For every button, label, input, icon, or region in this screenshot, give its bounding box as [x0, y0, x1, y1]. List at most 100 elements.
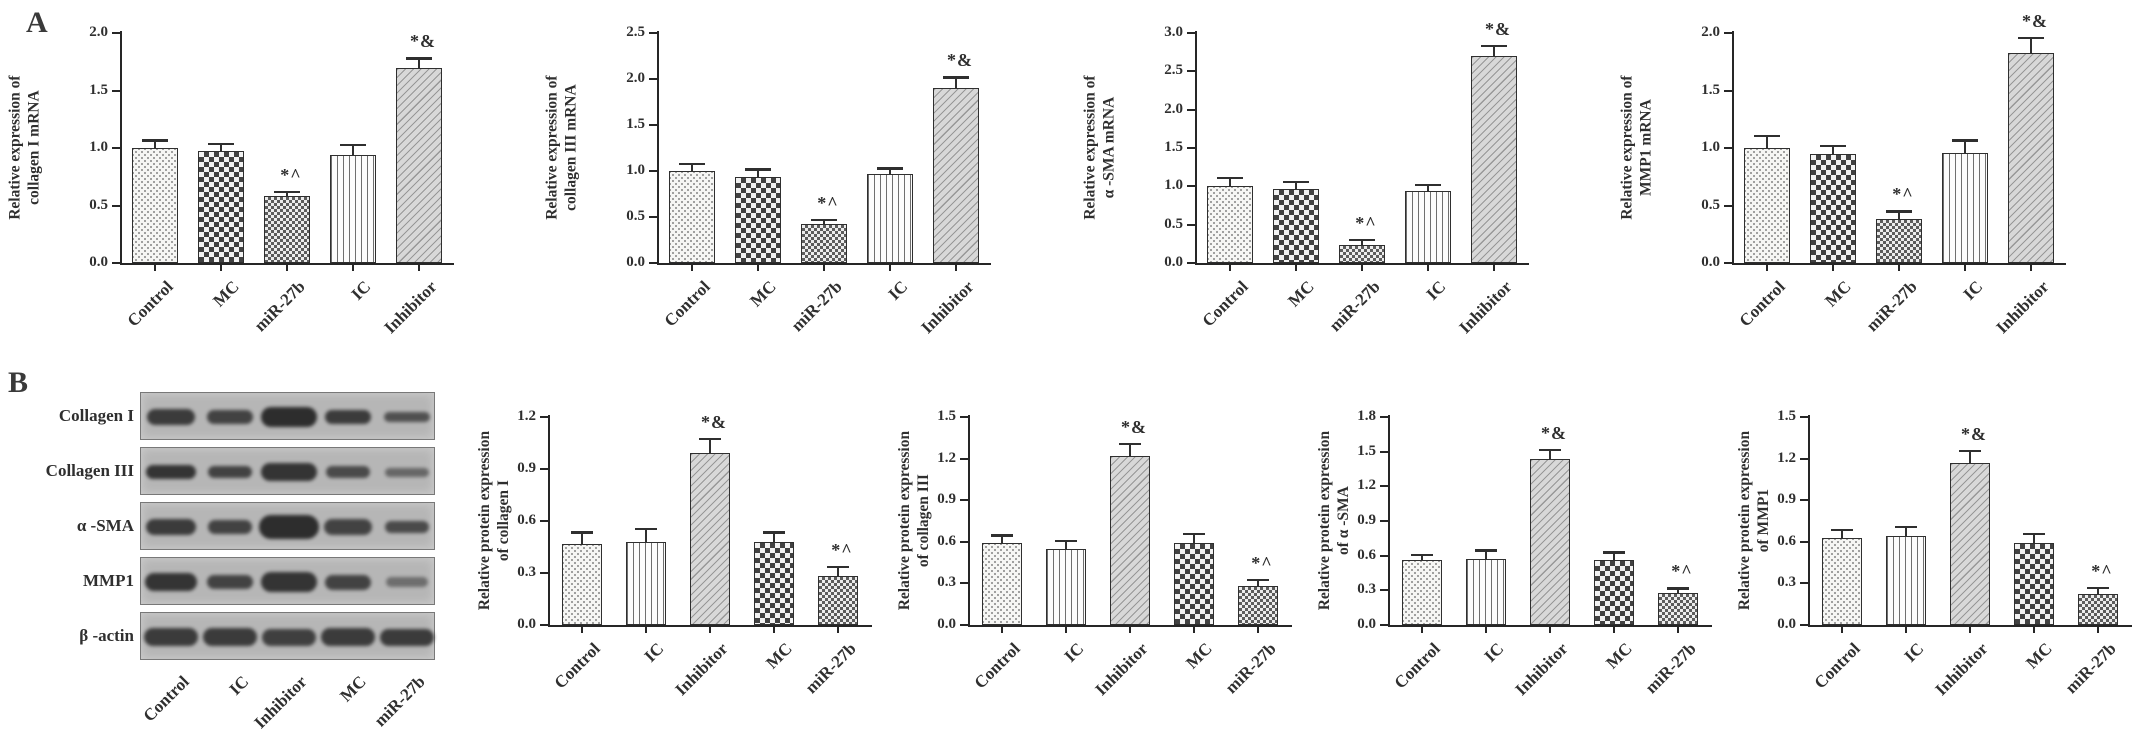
error-bar-line [691, 164, 693, 175]
bar-inhibitor [1110, 455, 1150, 625]
x-tick-mark [645, 627, 647, 633]
y-axis-label-text: Relative expression of MMP1 mRNA [1618, 76, 1655, 220]
y-tick-label: 0.5 [1701, 196, 1720, 213]
y-tick-mark [960, 499, 968, 502]
error-bar-cap [943, 76, 969, 79]
bar-mc [1273, 189, 1319, 263]
y-tick-label: 0.9 [517, 460, 536, 476]
blot-row: Collagen I [0, 392, 470, 440]
error-bar-line [1427, 185, 1429, 195]
bar-mc [1810, 153, 1856, 263]
x-tick-label: Control [1735, 277, 1789, 331]
x-tick-label: miR-27b [1221, 639, 1280, 698]
bar-control [1207, 186, 1253, 263]
x-tick-mark [418, 265, 420, 271]
y-tick-label: 1.0 [626, 162, 645, 178]
error-bar-line [418, 59, 420, 72]
error-bar-cap [1754, 134, 1780, 137]
error-bar-line [1766, 136, 1768, 152]
x-tick-label: IC [1060, 639, 1088, 666]
y-tick-label: 2.0 [1701, 24, 1720, 40]
error-bar-cap [745, 168, 771, 171]
blot-protein-label: MMP1 [83, 571, 134, 590]
y-tick-mark [649, 170, 657, 172]
significance-label: *^ [280, 164, 302, 185]
x-tick-mark [2033, 627, 2035, 633]
x-tick-label: miR-27b [801, 639, 860, 698]
significance-label: *& [947, 50, 973, 71]
blot-band [320, 628, 375, 646]
y-tick-label: 1.5 [626, 116, 645, 132]
bar-ic [1942, 152, 1988, 263]
error-bar-line [2030, 38, 2032, 57]
y-tick-mark [1724, 204, 1732, 207]
y-tick-mark [1187, 147, 1195, 149]
y-tick-label: 1.5 [1164, 139, 1183, 155]
blot-row: β -actin [0, 612, 470, 660]
error-bar-cap [1481, 44, 1507, 48]
error-bar-cap [1415, 183, 1441, 187]
x-tick-mark [2030, 265, 2032, 271]
bar-mir-27b [264, 196, 310, 263]
x-tick-mark [823, 265, 825, 271]
x-tick-label: Inhibitor [917, 277, 978, 338]
error-bar-cap [827, 565, 849, 569]
x-tick-label: MC [1601, 639, 1636, 673]
x-tick-label: Control [123, 277, 177, 331]
y-tick-label: 0.3 [1777, 574, 1796, 591]
y-tick-mark [1724, 147, 1732, 149]
y-tick-mark [1380, 624, 1388, 626]
y-axis-label-text: Relative expression of collagen I mRNA [6, 76, 43, 220]
bar-mir-27b [801, 224, 847, 263]
y-tick-mark [1380, 589, 1388, 592]
x-tick-mark [1421, 627, 1423, 633]
error-bar-line [889, 169, 891, 178]
error-bar-line [1065, 541, 1067, 553]
bar-mir-27b [818, 576, 858, 625]
x-tick-label: IC [1422, 277, 1450, 304]
error-bar-cap [1217, 176, 1243, 180]
significance-label: *^ [817, 192, 839, 213]
y-tick-label: 0.0 [1701, 254, 1720, 270]
y-tick-label: 0.3 [1357, 581, 1376, 598]
error-bar-line [1613, 553, 1615, 565]
significance-label: *& [1485, 18, 1511, 39]
x-tick-label: Inhibitor [1931, 639, 1992, 700]
error-bar-cap [1603, 551, 1625, 554]
x-tick-mark [1613, 627, 1615, 633]
error-bar-line [1549, 450, 1551, 463]
error-bar-line [352, 145, 354, 159]
y-tick-mark [960, 416, 968, 418]
y-tick-mark [540, 468, 548, 470]
y-tick-mark [540, 624, 548, 626]
blot-band [144, 573, 197, 591]
y-axis-label: Relative expression of α -SMA mRNA [1077, 33, 1123, 263]
blot-lane-label: miR-27b [370, 672, 429, 731]
y-tick-mark [1187, 185, 1195, 188]
x-tick-mark [1964, 265, 1966, 271]
x-tick-mark [352, 265, 354, 271]
error-bar-cap [1119, 442, 1141, 446]
x-tick-label: miR-27b [787, 277, 846, 336]
x-tick-mark [1841, 627, 1843, 633]
y-tick-label: 0.6 [1357, 546, 1376, 563]
y-tick-mark [649, 124, 657, 126]
x-tick-mark [286, 265, 288, 271]
y-tick-mark [1380, 416, 1388, 418]
error-bar-line [757, 170, 759, 182]
blot-lane-strip [140, 392, 435, 440]
bar-control [1822, 537, 1862, 625]
y-axis-label: Relative protein expression of MMP1 [1732, 417, 1778, 625]
x-tick-mark [1295, 265, 1297, 271]
error-bar-line [1832, 146, 1834, 158]
y-tick-mark [1187, 262, 1195, 264]
y-tick-label: 1.5 [937, 408, 956, 424]
error-bar-cap [1895, 525, 1917, 529]
y-axis-label-line: Relative expression of [1618, 75, 1636, 221]
blot-lane-strip [140, 557, 435, 605]
blot-band [260, 572, 317, 592]
error-bar-line [645, 529, 647, 546]
blot-band [143, 628, 198, 646]
chart-collagen3-protein: Relative protein expression of collagen I… [890, 360, 1310, 746]
y-tick-label: 0.0 [517, 616, 536, 632]
